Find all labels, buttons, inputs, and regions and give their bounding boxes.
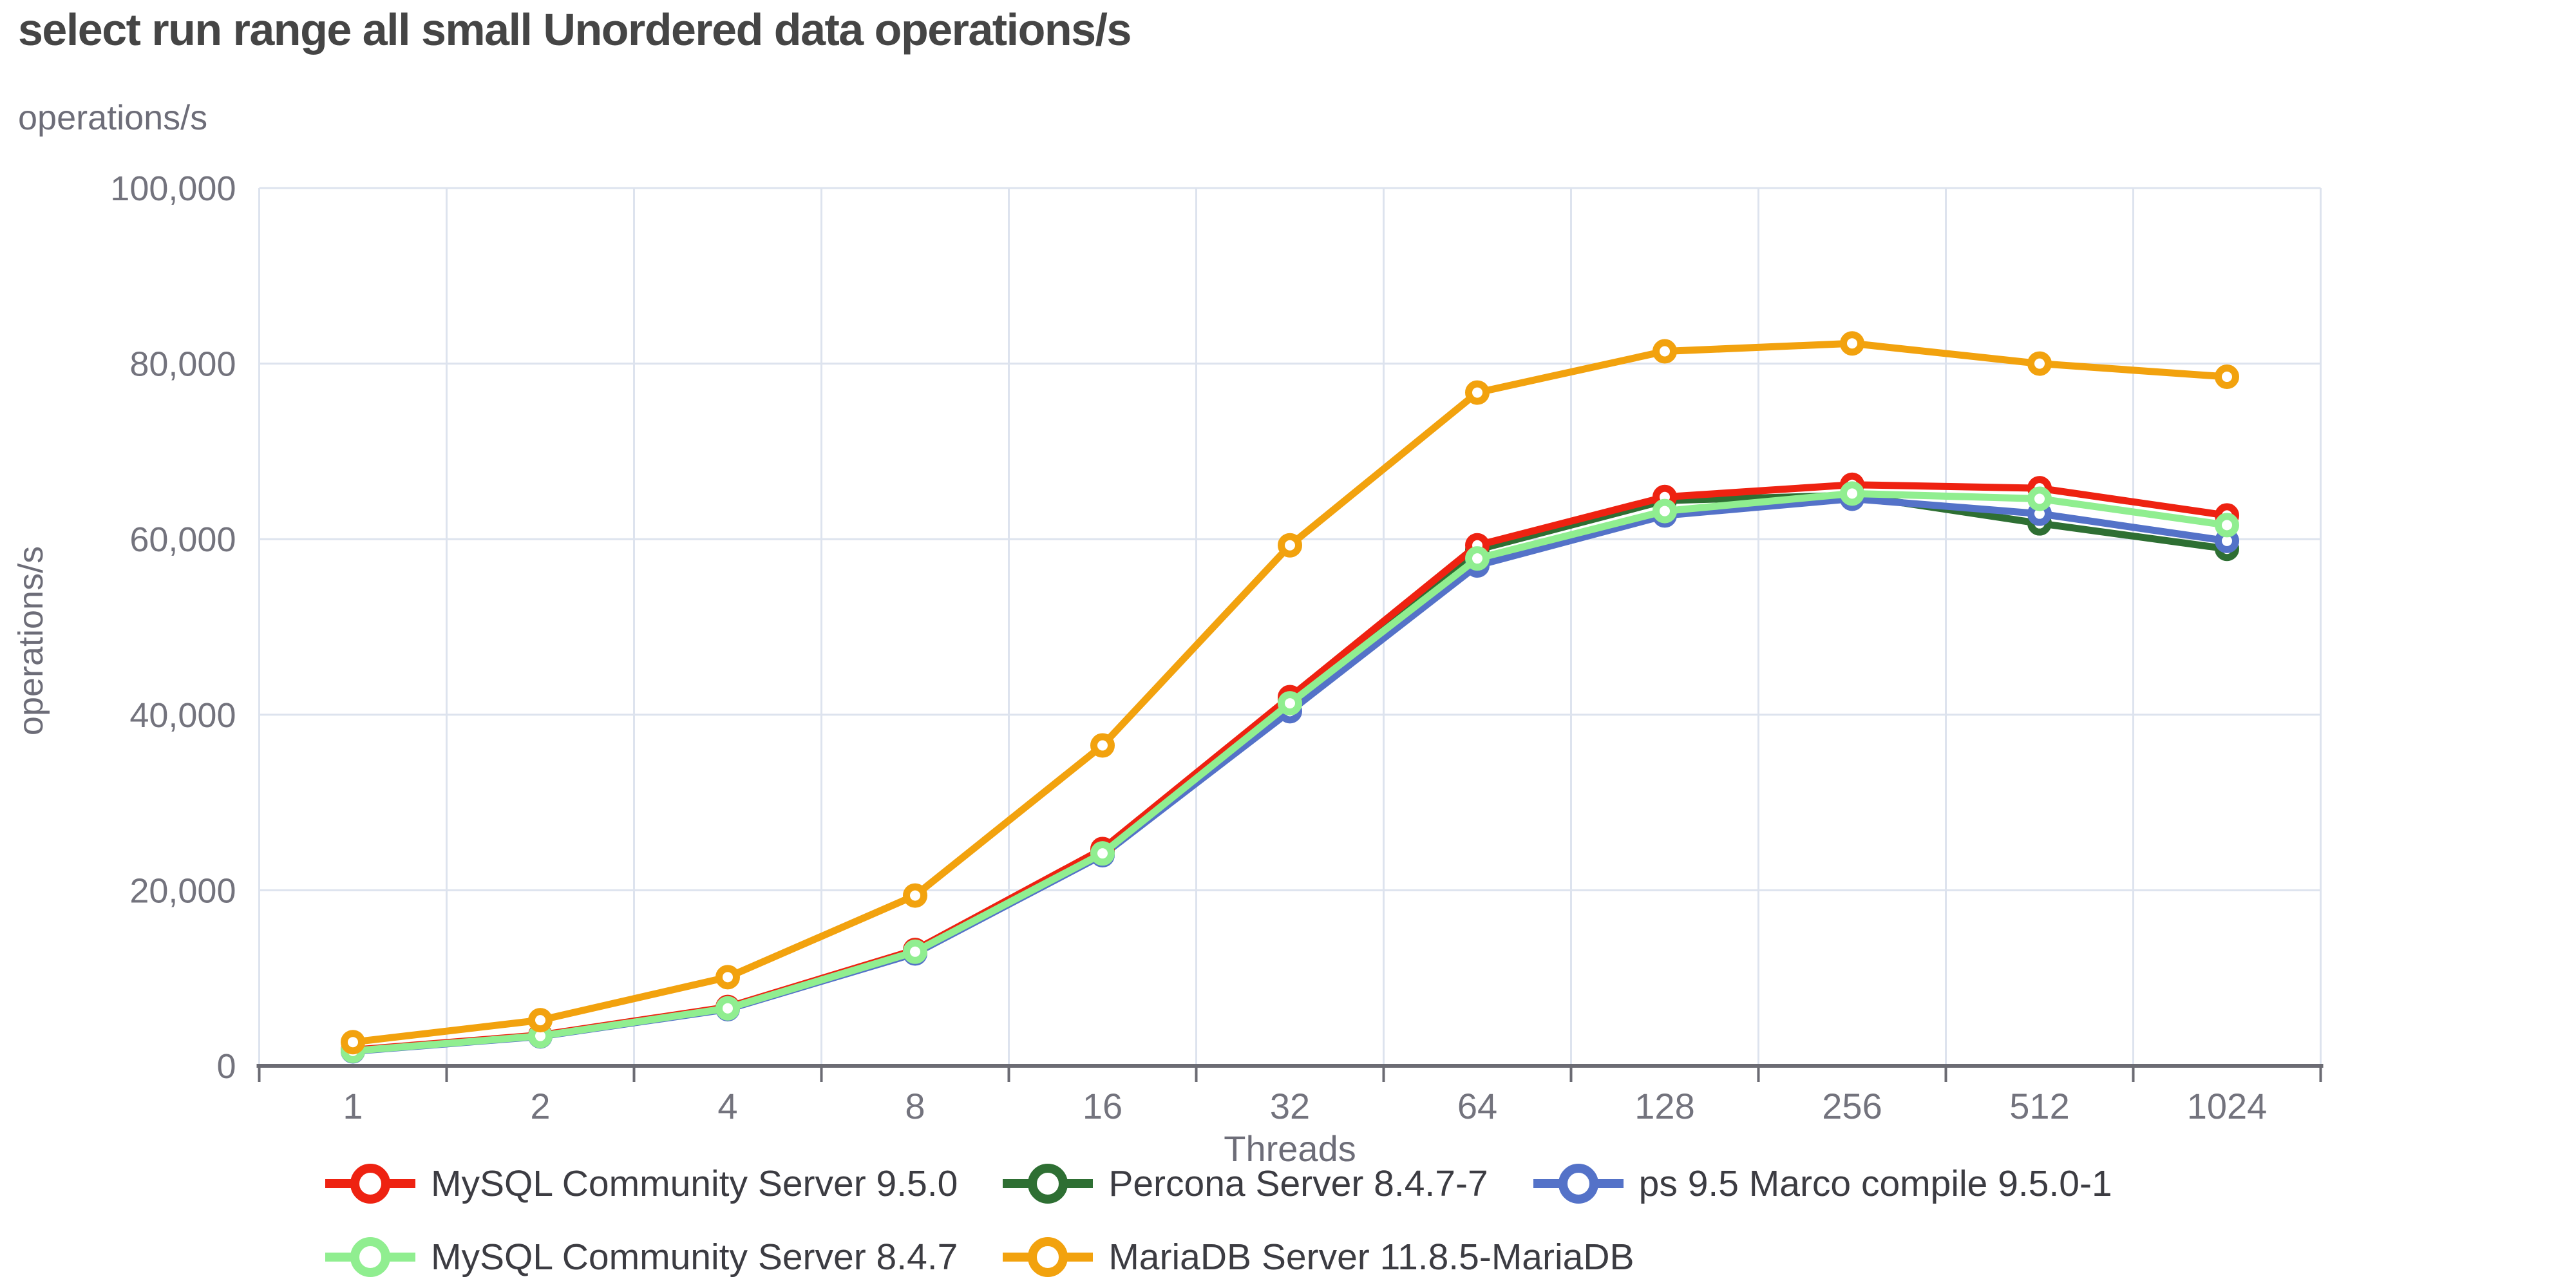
- legend-item-mariadb-server-11.8.5-mariadb[interactable]: MariaDB Server 11.8.5-MariaDB: [1003, 1233, 1634, 1282]
- y-tick-label: 60,000: [129, 520, 236, 559]
- data-point[interactable]: [1278, 691, 1302, 716]
- x-axis-labels: 1 2 4 8 16 32 64 128 256 512 1024: [343, 1086, 2267, 1126]
- data-point[interactable]: [1840, 331, 1864, 356]
- y-axis-unit-label: operations/s: [18, 99, 208, 137]
- legend-marker-icon: [1533, 1164, 1624, 1204]
- x-tick-label: 4: [717, 1086, 737, 1126]
- legend-item-label: ps 9.5 Marco compile 9.5.0-1: [1638, 1163, 2112, 1204]
- legend-item-mysql-community-server-8.4.7[interactable]: MySQL Community Server 8.4.7: [325, 1233, 958, 1282]
- data-point[interactable]: [903, 883, 927, 908]
- series-mysql-community-server-9.5.0: [341, 472, 2239, 1063]
- legend-marker-icon: [1003, 1164, 1094, 1204]
- y-tick-label: 20,000: [129, 871, 236, 910]
- series-mariadb-server-11.8.5-mariadb: [341, 331, 2239, 1055]
- x-tick-label: 8: [905, 1086, 925, 1126]
- legend-item-percona-server-8.4.7-7[interactable]: Percona Server 8.4.7-7: [1003, 1159, 1488, 1208]
- chart-legend: MySQL Community Server 9.5.0 Percona Serv…: [325, 1159, 2296, 1282]
- data-point[interactable]: [903, 939, 927, 964]
- legend-item-label: MySQL Community Server 9.5.0: [431, 1163, 958, 1204]
- legend-item-label: Percona Server 8.4.7-7: [1108, 1163, 1488, 1204]
- data-point[interactable]: [2215, 513, 2239, 538]
- x-axis-title: Threads: [1224, 1128, 1356, 1169]
- x-tick-label: 2: [530, 1086, 550, 1126]
- data-point[interactable]: [715, 965, 740, 990]
- x-tick-label: 256: [1822, 1086, 1882, 1126]
- data-point[interactable]: [1465, 380, 1490, 405]
- data-point[interactable]: [2027, 486, 2052, 511]
- x-tick-label: 32: [1270, 1086, 1310, 1126]
- x-tick-label: 1: [343, 1086, 363, 1126]
- x-tick-label: 16: [1083, 1086, 1122, 1126]
- data-point[interactable]: [1465, 546, 1490, 571]
- legend-marker-icon: [325, 1164, 415, 1204]
- chart-title: select run range all small Unordered dat…: [18, 5, 1132, 55]
- legend-item-label: MySQL Community Server 8.4.7: [431, 1236, 958, 1278]
- y-axis-labels: 0 20,000 40,000 60,000 80,000 100,000: [110, 169, 236, 1086]
- y-tick-label: 80,000: [129, 345, 236, 384]
- series-percona-server-8.4.7-7: [341, 483, 2239, 1063]
- x-tick-label: 128: [1634, 1086, 1694, 1126]
- grid-lines: [258, 187, 2322, 1066]
- x-axis: [256, 1064, 2324, 1082]
- series-mysql-community-server-8.4.7: [341, 481, 2239, 1063]
- legend-item-mysql-community-server-9.5.0[interactable]: MySQL Community Server 9.5.0: [325, 1159, 958, 1208]
- x-tick-label: 1024: [2187, 1086, 2268, 1126]
- data-point[interactable]: [2215, 365, 2239, 390]
- x-tick-label: 512: [2009, 1086, 2069, 1126]
- data-point[interactable]: [1278, 533, 1302, 558]
- series-ps-9.5-marco-compile-9.5.0-1: [341, 486, 2239, 1064]
- data-point[interactable]: [528, 1008, 553, 1033]
- data-point[interactable]: [1653, 339, 1677, 364]
- y-tick-label: 100,000: [110, 169, 236, 208]
- data-point[interactable]: [2027, 351, 2052, 376]
- data-point[interactable]: [1090, 841, 1115, 866]
- data-point[interactable]: [715, 996, 740, 1021]
- data-point[interactable]: [1090, 733, 1115, 758]
- data-point[interactable]: [341, 1030, 365, 1055]
- y-tick-label: 40,000: [129, 696, 236, 735]
- data-point[interactable]: [1653, 498, 1677, 524]
- x-tick-label: 64: [1457, 1086, 1497, 1126]
- data-point[interactable]: [1840, 481, 1864, 506]
- legend-item-ps-9.5-marco-compile-9.5.0-1[interactable]: ps 9.5 Marco compile 9.5.0-1: [1533, 1159, 2112, 1208]
- legend-marker-icon: [325, 1237, 415, 1277]
- y-tick-label: 0: [216, 1047, 236, 1086]
- legend-marker-icon: [1003, 1237, 1094, 1277]
- legend-item-label: MariaDB Server 11.8.5-MariaDB: [1108, 1236, 1634, 1278]
